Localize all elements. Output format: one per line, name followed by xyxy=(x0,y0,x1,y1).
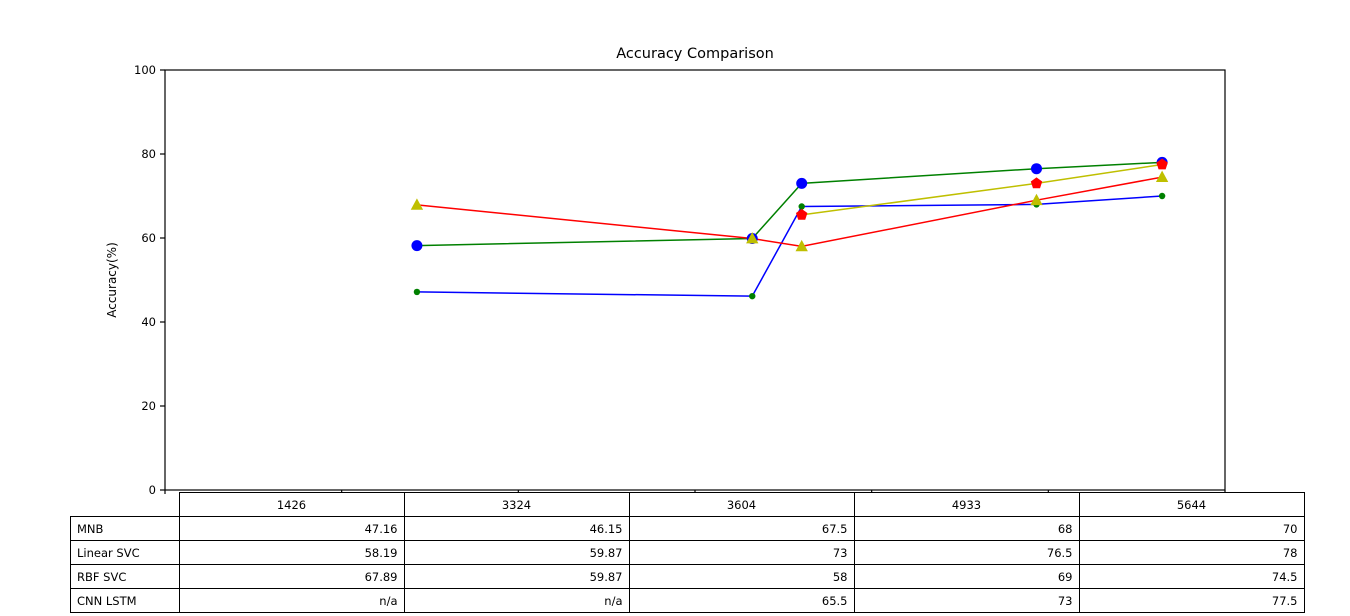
table-row-header: RBF SVC xyxy=(70,564,180,589)
table-cell: 46.15 xyxy=(403,516,630,541)
y-tick-label: 80 xyxy=(141,147,156,161)
table-cell: 69 xyxy=(853,564,1080,589)
table-cell: 70 xyxy=(1078,516,1305,541)
table-row-mnb: MNB 47.16 46.15 67.5 68 70 xyxy=(70,516,1305,541)
table-cell: 58 xyxy=(628,564,855,589)
series-marker-mnb xyxy=(749,292,756,300)
table-col-header: 3604 xyxy=(628,492,855,517)
table-cell: 77.5 xyxy=(1078,588,1305,613)
series-marker-linear-svc xyxy=(1030,163,1042,175)
series-marker-rbf-svc xyxy=(1030,193,1043,206)
table-row-cnn-lstm: CNN LSTM n/a n/a 65.5 73 77.5 xyxy=(70,588,1305,613)
plot-border xyxy=(164,69,1226,491)
table-cell: 73 xyxy=(853,588,1080,613)
legend-table-container: 1426 3324 3604 4933 5644 MNB 47.16 46.15 67.5 68 7… xyxy=(70,492,1305,613)
series-line-rbf-svc xyxy=(416,176,1163,248)
series-marker-rbf-svc xyxy=(410,198,424,210)
table-row-rbf-svc: RBF SVC 67.89 59.87 58 69 74.5 xyxy=(70,564,1305,589)
series-marker-cnn-lstm xyxy=(1156,158,1168,170)
table-row-header: Linear SVC xyxy=(70,540,180,565)
y-tick-label: 0 xyxy=(149,483,156,497)
table-cell: 59.87 xyxy=(403,540,630,565)
series-marker-mnb xyxy=(798,203,805,210)
table-row-header: MNB xyxy=(70,516,180,541)
table-cell: 78 xyxy=(1078,540,1305,565)
series-marker-rbf-svc xyxy=(746,232,759,244)
table-col-header: 1426 xyxy=(178,492,405,517)
series-marker-linear-svc xyxy=(411,240,423,252)
table-col-header: 3324 xyxy=(403,492,630,517)
series-line-mnb xyxy=(416,195,1163,297)
series-marker-cnn-lstm xyxy=(796,208,808,220)
table-cell: 67.89 xyxy=(178,564,405,589)
series-marker-linear-svc xyxy=(796,177,808,189)
table-row-linear-svc: Linear SVC 58.19 59.87 73 76.5 78 xyxy=(70,540,1305,565)
series-marker-mnb xyxy=(1158,192,1166,200)
y-tick-label: 40 xyxy=(141,315,156,329)
table-row-header: CNN LSTM xyxy=(70,588,180,613)
table-cell: n/a xyxy=(403,588,630,613)
table-cell: n/a xyxy=(178,588,405,613)
table-cell: 47.16 xyxy=(178,516,405,541)
table-col-header: 5644 xyxy=(1078,492,1305,517)
series-marker-mnb xyxy=(413,288,421,296)
table-cell: 68 xyxy=(853,516,1080,541)
table-corner-spacer xyxy=(71,493,180,517)
table-cell: 65.5 xyxy=(628,588,855,613)
series-marker-rbf-svc xyxy=(795,239,808,252)
table-header-row: 1426 3324 3604 4933 5644 xyxy=(71,492,1305,517)
table-cell: 73 xyxy=(628,540,855,565)
table-cell: 74.5 xyxy=(1078,564,1305,589)
table-cell: 59.87 xyxy=(403,564,630,589)
series-marker-rbf-svc xyxy=(1155,170,1169,182)
table-cell: 76.5 xyxy=(853,540,1080,565)
table-cell: 67.5 xyxy=(628,516,855,541)
y-tick-label: 20 xyxy=(141,399,156,413)
chart-title: Accuracy Comparison xyxy=(616,46,774,62)
y-tick-label: 60 xyxy=(141,231,156,245)
table-col-header: 4933 xyxy=(853,492,1080,517)
table-cell: 58.19 xyxy=(178,540,405,565)
y-tick-label: 100 xyxy=(134,63,156,77)
series-marker-cnn-lstm xyxy=(1030,177,1043,189)
data-table: 1426 3324 3604 4933 5644 MNB 47.16 46.15 67.5 68 7… xyxy=(70,492,1305,613)
